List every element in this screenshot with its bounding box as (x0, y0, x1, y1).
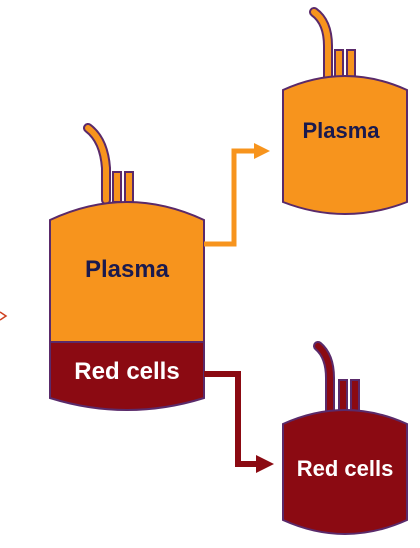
main-bag-port (124, 171, 134, 203)
main-bag-plasma-section (49, 201, 205, 343)
main-blood-bag (49, 123, 205, 411)
red-cells-arrow-head (256, 455, 274, 473)
red-cells-bag-body (282, 409, 408, 535)
main-bag-red-cells-label: Red cells (74, 358, 180, 385)
plasma-bag-body (282, 75, 408, 215)
red-cells-bag-port (350, 379, 360, 413)
main-bag-port (112, 171, 122, 203)
edge-mark (0, 311, 8, 321)
plasma-bag (282, 7, 408, 215)
main-bag-plasma-label: Plasma (84, 256, 170, 283)
red-cells-bag-label: Red cells (296, 456, 394, 481)
red-cells-bag (282, 341, 408, 535)
plasma-bag-label: Plasma (302, 118, 380, 143)
plasma-arrow-head (254, 143, 270, 159)
red-cells-transfer-arrow (204, 371, 274, 473)
plasma-transfer-arrow (204, 143, 270, 247)
red-cells-bag-port (338, 379, 348, 413)
main-bag-red-cells-section (49, 341, 205, 411)
